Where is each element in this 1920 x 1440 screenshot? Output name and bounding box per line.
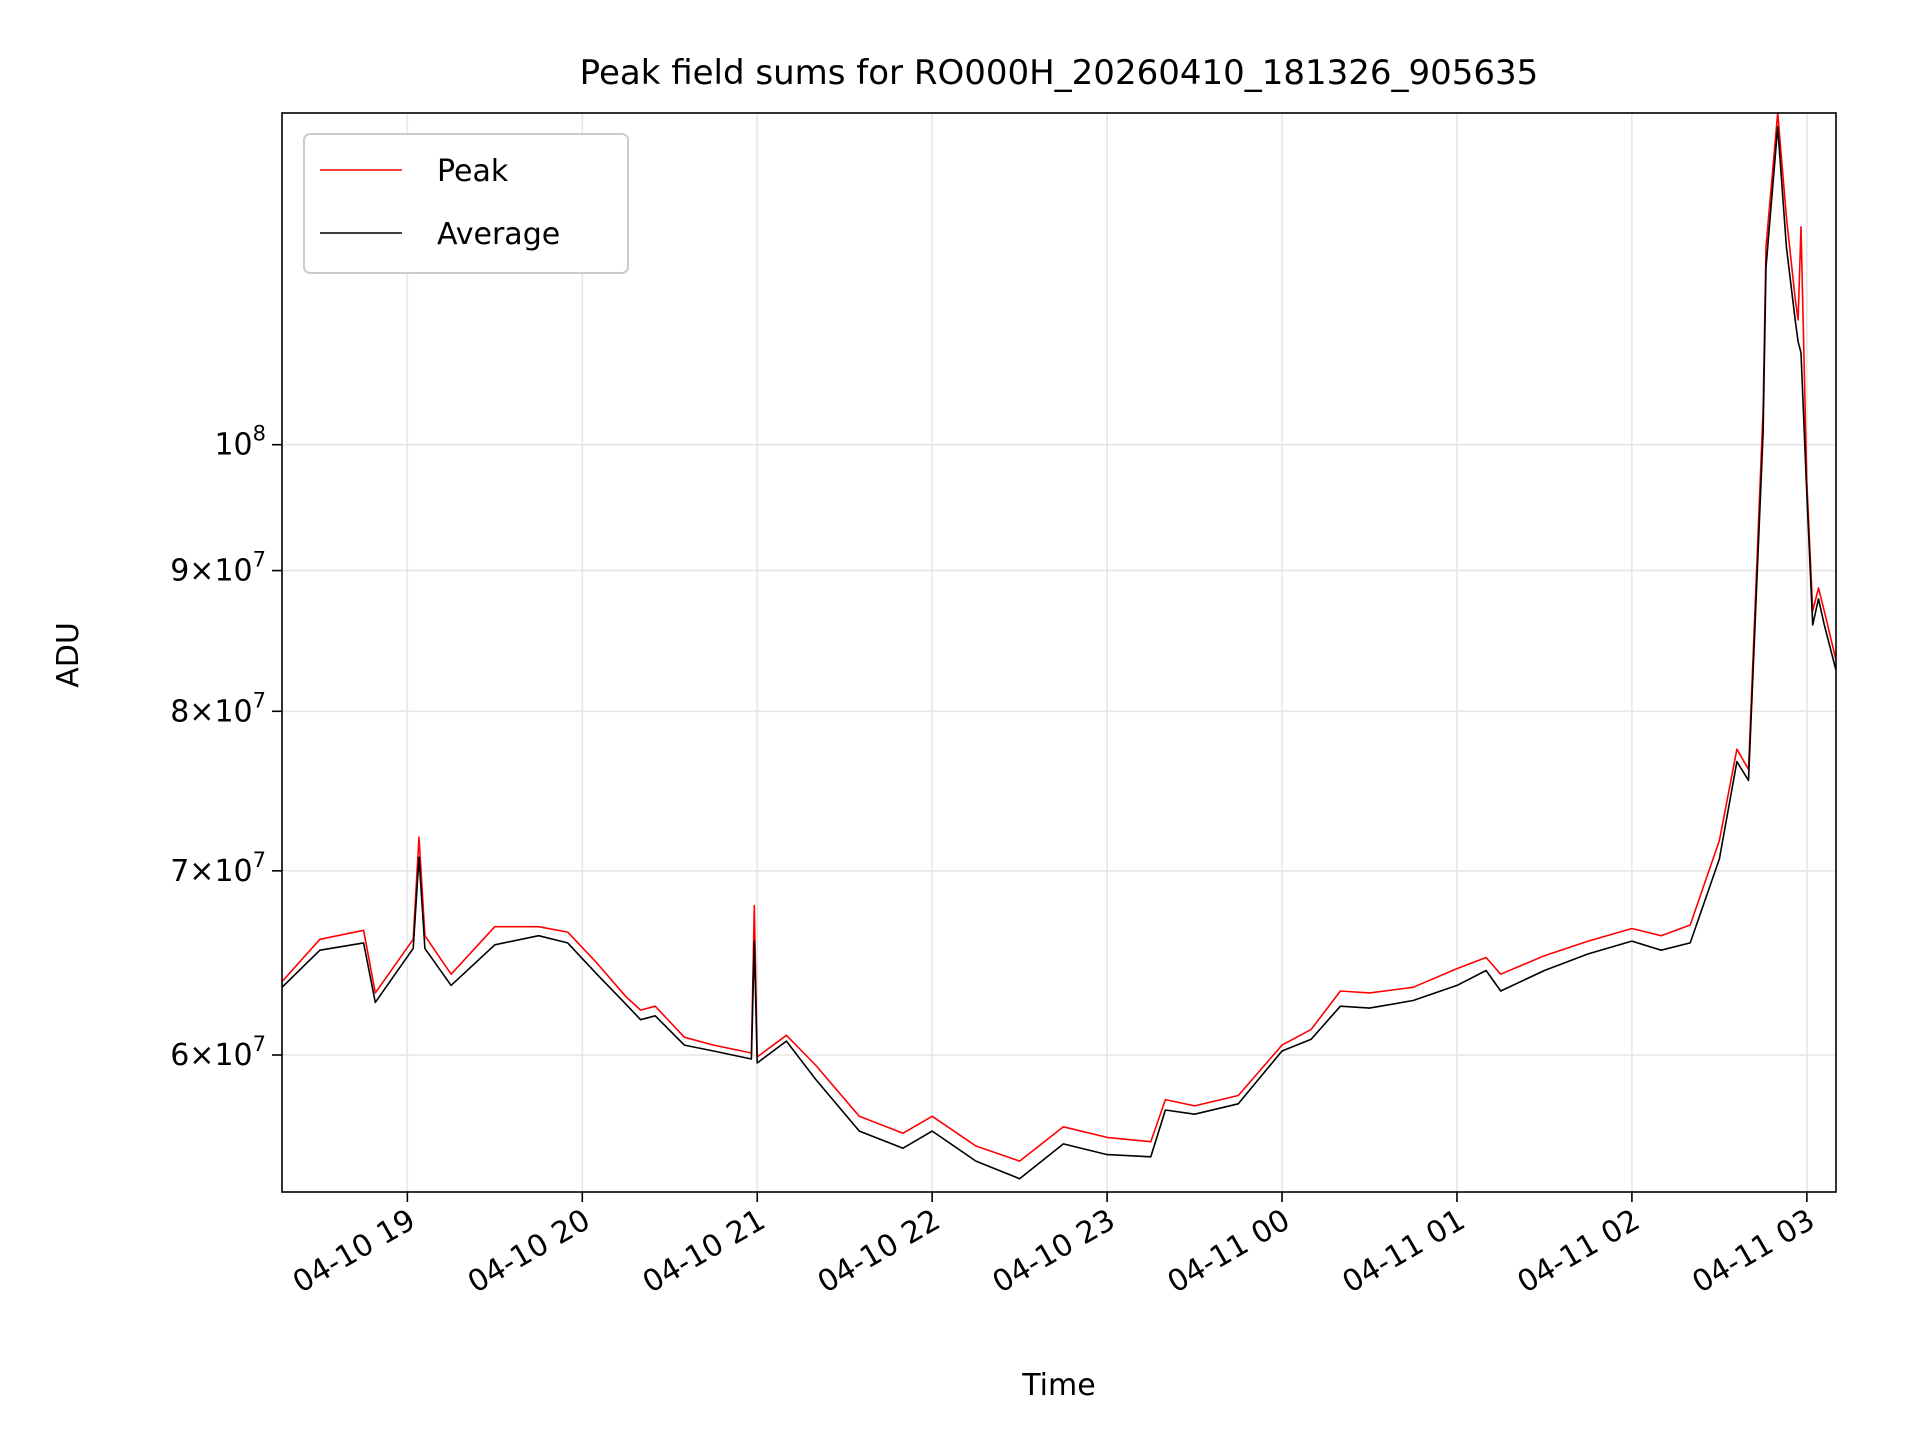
legend-box	[303, 133, 629, 274]
y-axis-label: ADU	[51, 622, 86, 688]
series-line-average	[281, 125, 1837, 1180]
y-tick-mantissa: 8×10	[170, 694, 252, 729]
plot-frame	[281, 112, 1837, 1193]
y-tick-exponent: 7	[253, 688, 266, 712]
y-tick-label: 7×107	[170, 848, 266, 889]
y-tick-mantissa: 6×10	[170, 1038, 252, 1073]
grid-lines	[282, 113, 1836, 1192]
y-tick-exponent: 7	[253, 848, 266, 872]
y-tick-label: 9×107	[170, 548, 266, 589]
y-tick-mantissa: 7×10	[170, 854, 252, 889]
y-tick-exponent: 8	[253, 422, 266, 446]
chart-title: Peak field sums for RO000H_20260410_1813…	[580, 53, 1539, 93]
y-tick-exponent: 7	[253, 548, 266, 572]
series-lines	[281, 112, 1837, 1180]
y-tick-label: 8×107	[170, 688, 266, 729]
y-tick-label: 108	[214, 422, 266, 463]
legend: Peak Average	[303, 133, 629, 274]
y-tick-mantissa: 9×10	[170, 554, 252, 589]
y-tick-mantissa: 10	[214, 428, 252, 463]
y-tick-label: 6×107	[170, 1032, 266, 1073]
y-tick-exponent: 7	[253, 1032, 266, 1056]
legend-average-label: Average	[437, 217, 560, 252]
legend-peak-label: Peak	[437, 154, 509, 189]
x-axis-label: Time	[1021, 1368, 1095, 1403]
series-line-peak	[281, 112, 1837, 1162]
